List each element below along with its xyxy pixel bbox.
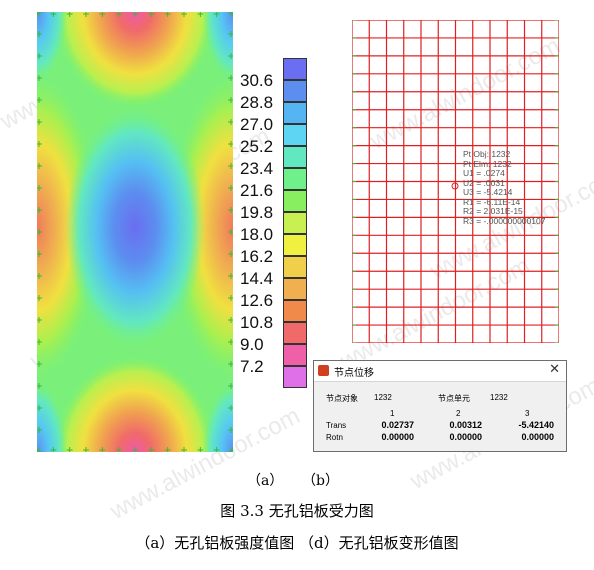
point-info-line: U3 = -5.4214: [463, 187, 513, 197]
legend-label: 28.8: [240, 93, 274, 112]
legend-swatch: [283, 124, 307, 146]
elm-label: 节点单元: [438, 394, 470, 403]
rotn-value: 0.00000: [381, 432, 414, 442]
col-header: 3: [525, 409, 530, 418]
legend-swatch: [283, 58, 307, 80]
obj-label: 节点对象: [326, 394, 358, 403]
sublabel-a: （a）: [247, 473, 284, 489]
point-info-line: Pt Elm: 1232: [463, 158, 512, 169]
legend-swatch: [283, 300, 307, 322]
dialog-titlebar: 节点位移 ✕: [314, 361, 566, 382]
legend-swatch: [283, 234, 307, 256]
stress-contour-plot: [37, 12, 233, 452]
legend-label: 12.6: [240, 291, 274, 310]
legend-label: 19.8: [240, 203, 274, 222]
point-info-line: U1 = .0274: [463, 168, 505, 178]
deformation-mesh: [352, 20, 559, 343]
legend-label: 27.0: [240, 115, 274, 134]
legend-label: 23.4: [240, 159, 274, 178]
rotn-value: 0.00000: [449, 432, 482, 442]
dialog-title: 节点位移: [334, 368, 374, 379]
legend-swatch: [283, 278, 307, 300]
selected-node-marker: [451, 182, 459, 190]
legend-swatch: [283, 190, 307, 212]
legend-label: 10.8: [240, 313, 274, 332]
legend-label: 21.6: [240, 181, 274, 200]
legend-swatch: [283, 80, 307, 102]
trans-value: -5.42140: [518, 420, 554, 430]
col-header: 1: [390, 409, 395, 418]
legend-label: 30.6: [240, 71, 274, 90]
legend-swatch: [283, 168, 307, 190]
legend-label: 25.2: [240, 137, 274, 156]
point-info-line: U2 = .0031: [463, 177, 505, 188]
row-label: Rotn: [326, 433, 343, 442]
figure-subtitle: （a）无孔铝板强度值图 （d）无孔铝板变形值图: [135, 534, 459, 552]
legend-label: 14.4: [240, 269, 274, 288]
point-info-line: R2 = 2.031E-15: [463, 206, 523, 216]
figure-title: 图 3.3 无孔铝板受力图: [220, 502, 374, 520]
point-info-line: R1 = -6.11E-14: [463, 196, 521, 207]
legend-swatch: [283, 344, 307, 366]
legend-swatch: [283, 256, 307, 278]
close-icon[interactable]: ✕: [549, 362, 560, 377]
legend-label: 16.2: [240, 247, 274, 266]
legend-swatch: [283, 146, 307, 168]
legend-label: 9.0: [240, 335, 264, 354]
legend-swatch: [283, 212, 307, 234]
sublabel-b: （b）: [302, 473, 339, 489]
point-info: Pt Obj: 1232 Pt Elm: 1232 U1 = .0274 U2 …: [463, 149, 546, 226]
trans-value: 0.00312: [449, 420, 482, 430]
col-header: 2: [456, 409, 461, 418]
row-label: Trans: [326, 421, 347, 430]
rotn-value: 0.00000: [521, 432, 554, 442]
legend-swatch: [283, 102, 307, 124]
point-info-line: Pt Obj: 1232: [463, 149, 511, 159]
legend-swatch: [283, 322, 307, 344]
trans-value: 0.02737: [381, 420, 414, 430]
node-displacement-dialog: 节点位移 ✕ 节点对象 1232 节点单元 1232 1 2 3 Trans 0…: [313, 360, 567, 452]
obj-value: 1232: [374, 393, 392, 402]
elm-value: 1232: [490, 393, 508, 402]
app-icon: [318, 365, 329, 376]
point-info-line: R3 = -.000000000107: [463, 215, 546, 226]
legend-label: 18.0: [240, 225, 274, 244]
legend-swatch: [283, 366, 307, 388]
legend-label: 7.2: [240, 357, 264, 376]
